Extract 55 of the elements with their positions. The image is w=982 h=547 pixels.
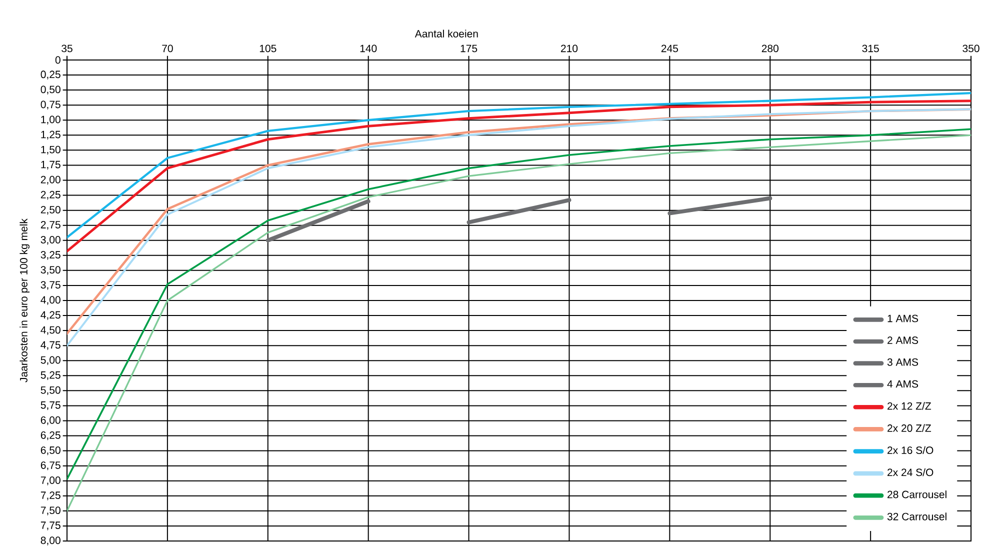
legend-label: 2x 20 Z/Z xyxy=(888,424,932,432)
x-tick-label: 105 xyxy=(260,44,276,52)
y-tick-label: 5,75 xyxy=(40,401,60,410)
y-tick-label: 4,50 xyxy=(40,326,60,335)
y-tick-label: 8,00 xyxy=(40,536,60,546)
y-tick-label: 6,00 xyxy=(40,416,60,426)
y-tick-label: 5,00 xyxy=(40,356,60,365)
y-tick-label: 5,50 xyxy=(40,386,60,396)
x-tick-label: 350 xyxy=(962,44,980,52)
y-tick-label: 2,50 xyxy=(40,206,60,215)
y-tick-label: 0 xyxy=(55,56,60,64)
legend-label: 32 Carrousel xyxy=(887,512,946,520)
y-tick-label: 1,75 xyxy=(41,160,60,170)
x-tick-label: 70 xyxy=(162,44,173,52)
y-tick-label: 7,00 xyxy=(40,476,60,486)
legend-label: 2x 16 S/O xyxy=(888,446,934,454)
legend-label: 3 AMS xyxy=(887,358,918,366)
y-tick-label: 3,50 xyxy=(40,266,60,275)
x-tick-label: 35 xyxy=(62,44,72,52)
y-tick-label: 0,50 xyxy=(40,86,60,94)
y-tick-label: 3,75 xyxy=(40,281,60,290)
legend-label: 28 Carrousel xyxy=(888,490,946,498)
y-tick-label: 6,75 xyxy=(40,461,60,470)
y-tick-label: 3,25 xyxy=(40,251,60,260)
x-axis-title: Aantal koeien xyxy=(414,30,478,38)
y-tick-label: 1,00 xyxy=(41,116,60,124)
y-tick-label: 4,25 xyxy=(40,311,60,320)
legend-label: 2x 12 Z/Z xyxy=(888,402,932,410)
x-tick-label: 140 xyxy=(360,44,377,52)
y-tick-label: 7,50 xyxy=(40,506,60,516)
y-tick-label: 2,75 xyxy=(40,220,60,230)
y-tick-label: 5,25 xyxy=(40,371,60,380)
legend-label: 2 AMS xyxy=(888,336,918,344)
legend-label: 4 AMS xyxy=(887,380,918,388)
x-tick-label: 175 xyxy=(460,44,478,52)
y-tick-label: 3,00 xyxy=(40,236,60,245)
y-tick-label: 4,00 xyxy=(40,296,60,305)
y-tick-label: 1,50 xyxy=(41,146,60,155)
y-tick-label: 7,25 xyxy=(40,492,60,500)
legend-label: 1 AMS xyxy=(888,314,918,322)
y-tick-label: 7,75 xyxy=(40,522,60,530)
x-tick-label: 210 xyxy=(560,44,578,52)
y-tick-label: 2,00 xyxy=(40,176,60,185)
y-axis-title: Jaarkosten in euro per 100 kg melk xyxy=(20,218,30,382)
legend-label: 2x 24 S/O xyxy=(888,468,934,476)
x-tick-label: 315 xyxy=(862,44,879,52)
y-tick-label: 6,25 xyxy=(40,431,60,440)
y-tick-label: 6,50 xyxy=(40,446,60,456)
y-tick-label: 0,25 xyxy=(40,70,60,80)
x-tick-label: 245 xyxy=(661,44,678,52)
y-tick-label: 4,75 xyxy=(40,341,60,350)
y-tick-label: 1,25 xyxy=(41,130,60,140)
x-tick-label: 280 xyxy=(762,44,778,52)
y-tick-label: 2,25 xyxy=(40,190,60,200)
y-tick-label: 0,75 xyxy=(40,100,60,110)
